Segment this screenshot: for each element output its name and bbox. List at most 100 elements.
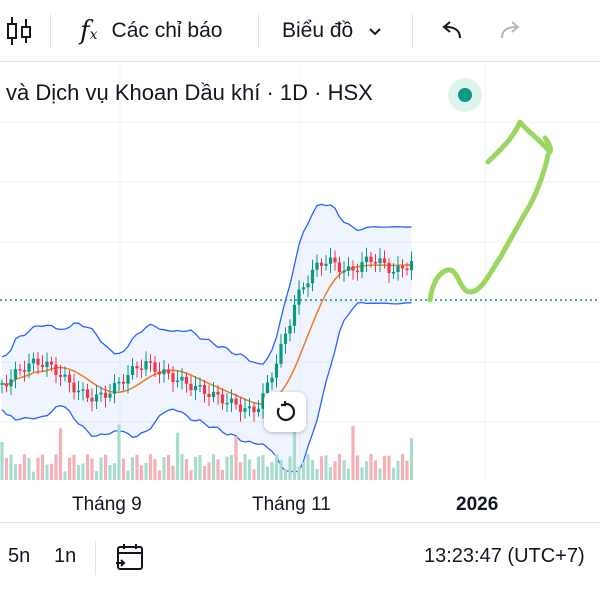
candle-body — [355, 270, 360, 273]
candle-body — [198, 385, 202, 387]
volume-bar — [283, 469, 288, 480]
candle-body — [265, 382, 270, 394]
candle-body — [40, 364, 45, 368]
price-chart[interactable] — [0, 62, 600, 482]
volume-bar — [22, 454, 27, 480]
volume-bar — [391, 467, 396, 480]
volume-bar — [130, 457, 135, 480]
volume-bar — [31, 471, 36, 480]
undo-icon[interactable] — [438, 0, 464, 62]
candle-body — [211, 391, 216, 398]
volume-bar — [58, 428, 63, 480]
candle-body — [243, 408, 247, 412]
volume-bar — [153, 458, 157, 480]
candle-body — [409, 260, 414, 271]
volume-bar — [139, 465, 144, 480]
volume-bar — [9, 454, 13, 480]
candle-body — [126, 375, 130, 384]
candle-body — [0, 383, 4, 385]
volume-bar — [297, 466, 301, 480]
volume-bar — [315, 468, 319, 480]
volume-bar — [378, 468, 382, 480]
volume-bar — [252, 469, 256, 480]
volume-bar — [405, 460, 409, 480]
volume-bar — [238, 462, 243, 480]
volume-bar — [193, 456, 198, 480]
clock-timezone[interactable]: 13:23:47 (UTC+7) — [424, 545, 585, 567]
candle-body — [216, 391, 220, 395]
chart-type-button[interactable]: Biểu đồ — [282, 0, 385, 62]
volume-bar — [85, 454, 90, 480]
volume-bar — [337, 454, 342, 480]
calendar-goto-icon[interactable] — [114, 541, 146, 579]
range-1n-button[interactable]: 1n — [54, 545, 77, 567]
candle-body — [63, 374, 67, 377]
volume-bar — [144, 462, 148, 480]
candle-body — [225, 402, 229, 405]
hand-drawn-arrow — [427, 119, 553, 303]
volume-bar — [117, 424, 121, 480]
volume-bar — [198, 454, 202, 480]
reset-chart-button[interactable] — [264, 392, 306, 432]
volume-bar — [333, 461, 337, 480]
candle-body — [90, 397, 94, 402]
candle-body — [369, 256, 373, 263]
volume-bar — [72, 454, 76, 480]
candle-body — [387, 262, 391, 273]
candle-body — [189, 383, 193, 391]
candle-body — [94, 394, 99, 402]
candle-body — [49, 361, 54, 365]
candle-body — [148, 361, 153, 363]
candle-body — [103, 392, 108, 398]
redo-icon[interactable] — [498, 0, 524, 62]
chart-type-label: Biểu đồ — [282, 19, 354, 42]
volume-bar — [54, 454, 58, 480]
candle-body — [180, 376, 184, 381]
volume-bar — [355, 455, 360, 480]
volume-bar — [225, 456, 229, 480]
candle-body — [342, 270, 346, 273]
volume-bar — [94, 471, 99, 480]
volume-bar — [126, 470, 130, 480]
toolbar-divider — [258, 14, 259, 48]
candlestick-icon[interactable] — [6, 0, 32, 62]
volume-bar — [4, 457, 9, 480]
toolbar-divider — [412, 14, 413, 48]
candle-body — [247, 406, 252, 409]
candle-body — [31, 358, 36, 364]
candle-body — [27, 363, 31, 372]
candle-body — [364, 256, 369, 263]
volume-bar — [382, 455, 387, 480]
volume-bar — [373, 460, 378, 480]
candle-body — [36, 358, 40, 365]
volume-bar — [324, 455, 328, 480]
volume-bar — [256, 456, 261, 480]
volume-bar — [211, 454, 216, 480]
candle-body — [135, 366, 139, 369]
candle-body — [184, 376, 189, 384]
candle-body — [324, 263, 328, 266]
candle-body — [9, 379, 13, 387]
candle-body — [22, 370, 27, 372]
range-5n-button[interactable]: 5n — [8, 545, 31, 567]
volume-bar — [45, 464, 49, 480]
volume-bar — [157, 470, 162, 480]
market-status-indicator[interactable] — [448, 78, 482, 112]
candle-body — [360, 262, 364, 272]
volume-bar — [270, 461, 274, 480]
volume-bar — [112, 463, 117, 480]
candle-body — [337, 262, 342, 273]
volume-bar — [108, 465, 112, 480]
volume-bar — [76, 464, 81, 480]
candle-body — [252, 406, 256, 413]
upper-band — [1, 203, 412, 365]
volume-bar — [184, 459, 189, 480]
candle-body — [238, 404, 243, 412]
indicators-button[interactable]: fx Các chỉ báo — [80, 0, 222, 62]
candle-body — [108, 393, 112, 398]
volume-bar — [36, 457, 40, 480]
volume-bar — [207, 462, 211, 480]
volume-bar — [49, 463, 54, 480]
candle-body — [139, 368, 144, 370]
symbol-title[interactable]: và Dịch vụ Khoan Dầu khí · 1D · HSX — [6, 80, 373, 105]
